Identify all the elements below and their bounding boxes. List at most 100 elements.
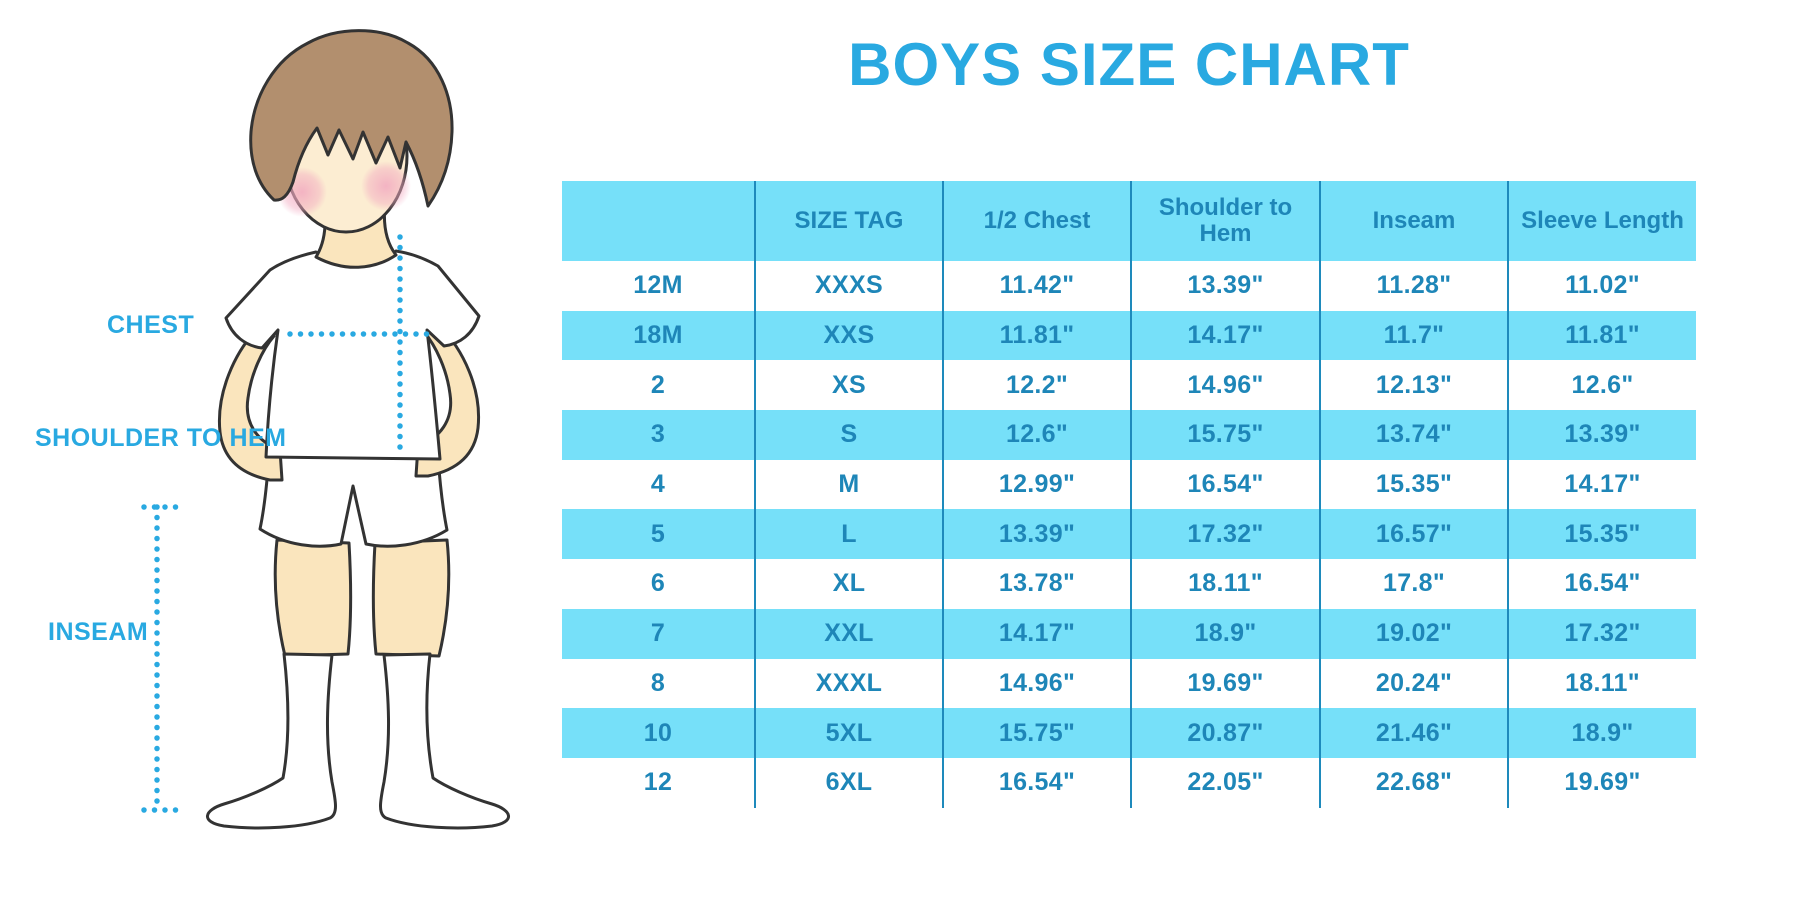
table-row: 3 S 12.6" 15.75" 13.74" 13.39" — [562, 410, 1696, 460]
chest-label: CHEST — [107, 311, 195, 339]
table-cell: 18.11" — [1130, 559, 1319, 609]
table-cell: 11.42" — [942, 261, 1130, 311]
shoulder-to-hem-label: SHOULDER TO HEM — [35, 424, 287, 452]
table-cell: 16.54" — [942, 757, 1130, 808]
table-cell: 15.35" — [1507, 509, 1696, 560]
table-cell: 16.54" — [1130, 459, 1319, 510]
left-sock — [206, 652, 337, 830]
table-cell: 15.35" — [1319, 459, 1507, 510]
table-cell: 12.6" — [1507, 360, 1696, 411]
hair — [249, 29, 454, 208]
table-cell: 5 — [650, 519, 666, 548]
table-cell: 2 — [650, 370, 666, 399]
table-cell: 12M — [633, 271, 683, 300]
t-shirt — [224, 249, 481, 461]
table-cell: 14.17" — [1130, 310, 1319, 361]
column-header: Inseam — [1319, 181, 1507, 261]
table-cell: 7 — [650, 619, 666, 648]
left-leg — [273, 538, 353, 658]
table-cell: 13.39" — [942, 509, 1130, 560]
table-cell: 12 — [643, 768, 673, 797]
table-cell: 14.96" — [1130, 360, 1319, 411]
table-row: 6 XL 13.78" 18.11" 17.8" 16.54" — [562, 559, 1696, 609]
right-sock — [379, 652, 510, 830]
table-cell: 12.6" — [942, 410, 1130, 460]
table-cell: XL — [754, 559, 942, 609]
table-cell: 12.2" — [942, 360, 1130, 411]
table-cell: 18M — [633, 321, 683, 350]
table-cell: 13.39" — [1130, 261, 1319, 311]
column-header — [562, 181, 754, 261]
table-cell: 20.24" — [1319, 658, 1507, 709]
table-cell: XS — [754, 360, 942, 411]
table-cell: 14.96" — [942, 658, 1130, 709]
table-cell: 20.87" — [1130, 708, 1319, 758]
right-arm — [414, 322, 481, 478]
table-cell: 19.69" — [1507, 757, 1696, 808]
table-cell: 18.9" — [1507, 708, 1696, 758]
table-cell: 3 — [650, 420, 666, 449]
table-row: 8 XXXL 14.96" 19.69" 20.24" 18.11" — [562, 658, 1696, 709]
table-cell: 22.05" — [1130, 757, 1319, 808]
table-cell: 18.9" — [1130, 608, 1319, 659]
left-arm — [217, 324, 284, 482]
measurement-lines — [141, 234, 437, 813]
table-cell: 11.28" — [1319, 261, 1507, 311]
table-cell: 10 — [643, 718, 673, 747]
table-cell: 6XL — [754, 757, 942, 808]
table-cell: 15.75" — [1130, 410, 1319, 460]
table-cell: XXL — [754, 608, 942, 659]
table-cell: 4 — [650, 470, 666, 499]
table-row: 12M XXXS 11.42" 13.39" 11.28" 11.02" — [562, 261, 1696, 311]
shorts — [258, 453, 449, 548]
table-cell: 11.81" — [942, 310, 1130, 361]
table-cell: 13.39" — [1507, 410, 1696, 460]
table-cell: 8 — [650, 668, 666, 697]
table-cell: 22.68" — [1319, 757, 1507, 808]
table-row: 10 5XL 15.75" 20.87" 21.46" 18.9" — [562, 708, 1696, 758]
boy-measurement-illustration — [141, 29, 510, 830]
table-cell: 6 — [650, 569, 666, 598]
table-row: 18M XXS 11.81" 14.17" 11.7" 11.81" — [562, 310, 1696, 361]
table-cell: 19.69" — [1130, 658, 1319, 709]
size-table: SIZE TAG 1/2 Chest Shoulder to Hem Inseam Sl… — [562, 181, 1696, 808]
table-cell: 15.75" — [942, 708, 1130, 758]
inseam-label: INSEAM — [48, 618, 149, 646]
table-cell: 17.32" — [1507, 608, 1696, 659]
boy-figure — [206, 29, 510, 830]
table-row: 12 6XL 16.54" 22.05" 22.68" 19.69" — [562, 757, 1696, 808]
table-row: 4 M 12.99" 16.54" 15.35" 14.17" — [562, 459, 1696, 510]
table-cell: 16.57" — [1319, 509, 1507, 560]
table-cell: 14.17" — [1507, 459, 1696, 510]
table-cell: L — [754, 509, 942, 560]
table-cell: 12.99" — [942, 459, 1130, 510]
table-cell: XXS — [754, 310, 942, 361]
table-cell: 16.54" — [1507, 559, 1696, 609]
table-cell: XXXL — [754, 658, 942, 709]
table-cell: 18.11" — [1507, 658, 1696, 709]
table-cell: 13.78" — [942, 559, 1130, 609]
table-cell: 11.02" — [1507, 261, 1696, 311]
table-cell: 17.32" — [1130, 509, 1319, 560]
table-cell: XXXS — [754, 261, 942, 311]
table-cell: 21.46" — [1319, 708, 1507, 758]
header-row: SIZE TAG 1/2 Chest Shoulder to Hem Inseam Sl… — [562, 181, 1696, 261]
column-header: Sleeve Length — [1507, 181, 1696, 261]
column-header: 1/2 Chest — [942, 181, 1130, 261]
table-row: 7 XXL 14.17" 18.9" 19.02" 17.32" — [562, 608, 1696, 659]
table-cell: 12.13" — [1319, 360, 1507, 411]
table-cell: 14.17" — [942, 608, 1130, 659]
right-blush — [361, 161, 411, 211]
table-cell: 5XL — [754, 708, 942, 758]
table-cell: 17.8" — [1319, 559, 1507, 609]
table-cell: 19.02" — [1319, 608, 1507, 659]
table-cell: M — [754, 459, 942, 510]
table-cell: 11.81" — [1507, 310, 1696, 361]
column-header: Shoulder to Hem — [1130, 181, 1319, 261]
table-cell: 11.7" — [1319, 310, 1507, 361]
table-row: 2 XS 12.2" 14.96" 12.13" 12.6" — [562, 360, 1696, 411]
page-title: BOYS SIZE CHART — [848, 31, 1410, 98]
right-leg — [371, 538, 451, 658]
table-cell: 13.74" — [1319, 410, 1507, 460]
